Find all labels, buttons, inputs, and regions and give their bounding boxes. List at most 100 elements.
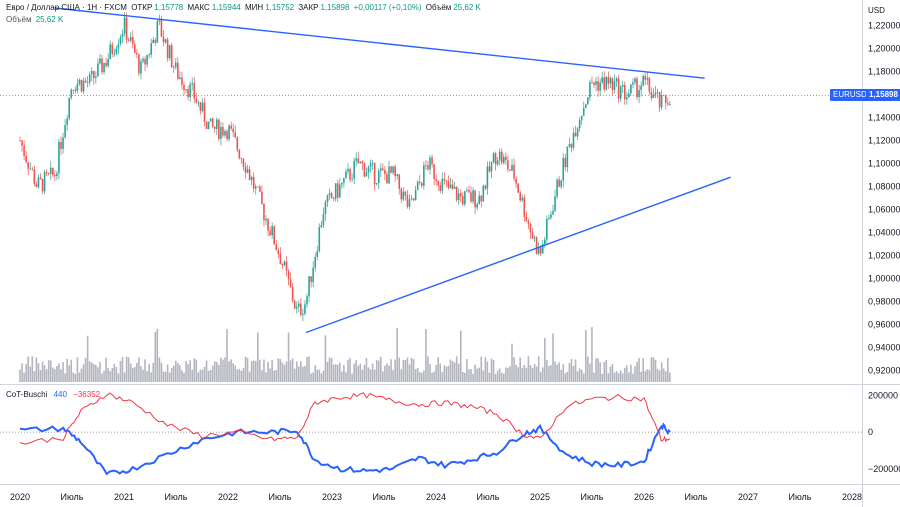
candle-body bbox=[541, 243, 544, 254]
trendline-upper bbox=[54, 7, 705, 79]
candle-body bbox=[490, 162, 493, 172]
volume-bar bbox=[195, 359, 198, 382]
volume-bar bbox=[416, 367, 419, 382]
volume-bar bbox=[580, 369, 583, 382]
candle-body bbox=[183, 84, 185, 91]
change-value: +0,00117 (+0,10%) bbox=[353, 3, 422, 12]
candle-body bbox=[291, 286, 294, 301]
candle-body bbox=[150, 43, 152, 55]
candle-body bbox=[263, 203, 265, 221]
volume-bar bbox=[318, 369, 321, 382]
time-tick-label: Июль bbox=[165, 492, 188, 502]
candle-body bbox=[351, 178, 353, 180]
candle-body bbox=[191, 83, 193, 85]
volume-bar bbox=[500, 372, 503, 382]
volume-bar bbox=[95, 364, 97, 382]
volume-bar bbox=[131, 367, 134, 382]
candle-body bbox=[574, 132, 577, 137]
candle-body bbox=[105, 62, 107, 67]
volume-bar bbox=[546, 360, 548, 382]
volume-bar bbox=[394, 359, 396, 382]
candle-body bbox=[533, 237, 536, 239]
volume-bar bbox=[664, 371, 667, 382]
candle-body bbox=[548, 217, 550, 220]
volume-bar bbox=[439, 363, 442, 382]
candle-body bbox=[648, 78, 651, 92]
candle-body bbox=[252, 176, 255, 189]
candle-body bbox=[332, 197, 335, 199]
volume-bar bbox=[597, 358, 599, 382]
volume-bar bbox=[213, 361, 216, 382]
candle-body bbox=[656, 92, 659, 93]
candle-body bbox=[500, 151, 503, 163]
volume-bar bbox=[148, 363, 150, 382]
volume-bar bbox=[101, 373, 103, 382]
candle-body bbox=[154, 39, 157, 43]
volume-bar bbox=[250, 361, 253, 382]
candle-body bbox=[203, 102, 206, 122]
price-tick-label: 0,96000 bbox=[868, 319, 900, 329]
volume-bar bbox=[93, 364, 95, 382]
volume-bar bbox=[443, 365, 446, 382]
volume-bar bbox=[464, 372, 466, 382]
volume-bar bbox=[669, 372, 671, 382]
candle-body bbox=[152, 39, 155, 44]
candle-body bbox=[201, 102, 204, 111]
candle-body bbox=[400, 188, 403, 200]
candle-body bbox=[207, 121, 210, 130]
price-tick-label: 1,04000 bbox=[868, 227, 900, 237]
volume-bar bbox=[474, 364, 476, 382]
volume-bar bbox=[544, 338, 546, 382]
price-tick-label: 0,98000 bbox=[868, 296, 900, 306]
indicator-series-blue bbox=[19, 422, 671, 476]
volume-bar bbox=[568, 363, 571, 382]
volume-bar bbox=[248, 371, 251, 382]
candle-body bbox=[539, 247, 542, 254]
candle-body bbox=[429, 157, 431, 170]
candle-body bbox=[295, 306, 298, 309]
volume-bar bbox=[560, 369, 562, 382]
time-tick-label: Июль bbox=[61, 492, 84, 502]
candle-body bbox=[54, 174, 56, 177]
volume-bar bbox=[410, 357, 413, 382]
volume-bar bbox=[21, 363, 23, 382]
candle-body bbox=[211, 118, 214, 127]
candle-body bbox=[254, 186, 257, 189]
time-tick-label: Июль bbox=[373, 492, 396, 502]
volume-bar bbox=[162, 371, 165, 382]
volume-bar bbox=[232, 363, 234, 382]
candle-body bbox=[66, 118, 68, 126]
candle-body bbox=[654, 92, 657, 95]
volume-bar bbox=[336, 364, 339, 382]
candle-body bbox=[443, 178, 446, 181]
volume-bar bbox=[632, 373, 634, 382]
volume-bar bbox=[437, 357, 439, 382]
candle-body bbox=[427, 165, 429, 170]
close-value: 1,15898 bbox=[320, 3, 350, 12]
price-tick-label: 0,94000 bbox=[868, 342, 900, 352]
candle-body bbox=[595, 81, 597, 85]
volume-bar bbox=[183, 372, 185, 382]
volume-bar bbox=[330, 358, 333, 382]
volume-bar bbox=[414, 369, 417, 382]
volume-bar bbox=[74, 373, 77, 382]
candle-body bbox=[140, 61, 142, 74]
candle-body bbox=[27, 162, 29, 169]
candle-body bbox=[669, 104, 671, 105]
volume-bar bbox=[556, 364, 558, 382]
candle-body bbox=[146, 55, 148, 65]
candle-body bbox=[650, 91, 653, 98]
volume-bar bbox=[281, 362, 284, 382]
candle-body bbox=[35, 183, 38, 187]
volume-bar bbox=[650, 357, 653, 382]
candle-body bbox=[449, 184, 452, 188]
volume-bar bbox=[603, 362, 606, 382]
candle-body bbox=[464, 191, 466, 205]
volume-bar bbox=[164, 371, 167, 382]
volume-bar bbox=[35, 357, 38, 382]
volume-bar bbox=[466, 359, 468, 382]
candle-body bbox=[652, 94, 655, 98]
time-tick-label: 2028 bbox=[842, 492, 862, 502]
volume-bar bbox=[539, 371, 542, 382]
